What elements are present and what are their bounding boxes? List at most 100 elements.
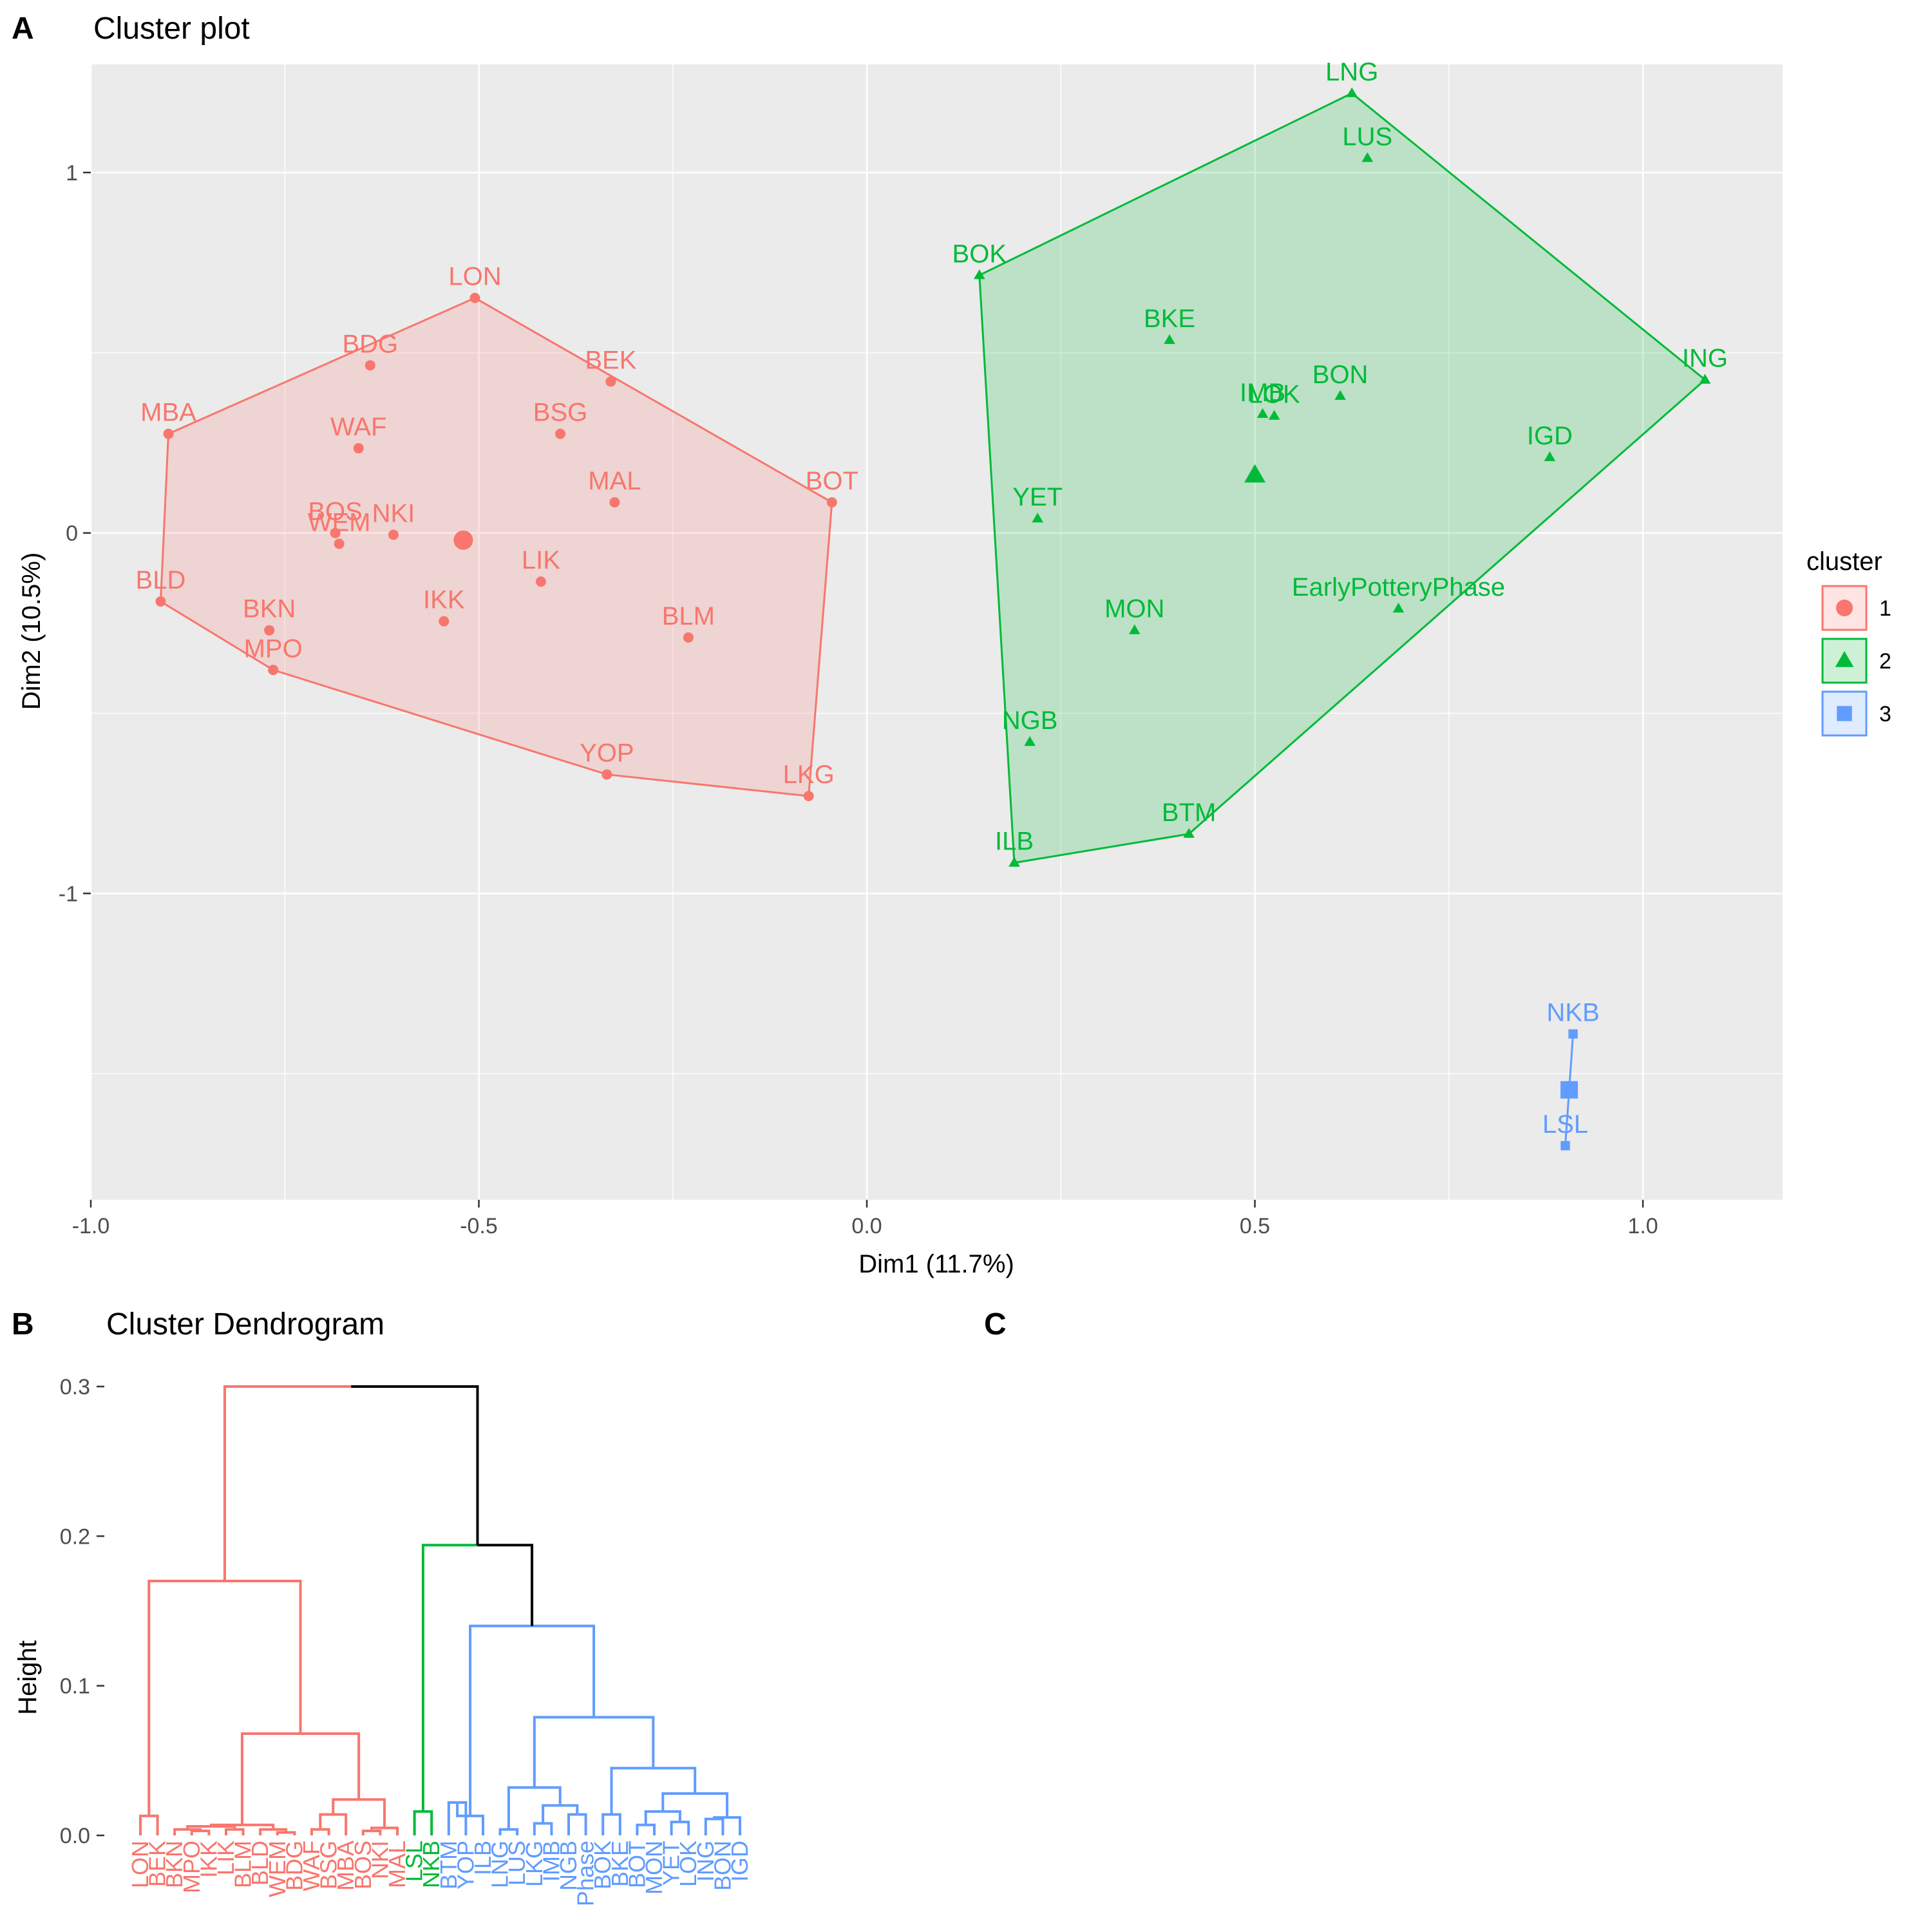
cluster-2-hull — [978, 92, 1707, 864]
branch-30-left — [533, 1716, 594, 1788]
point-wem — [334, 538, 345, 549]
label-bke: BKE — [1144, 305, 1195, 333]
leaf-lsl: LSL — [401, 1841, 428, 1882]
point-mba — [163, 428, 174, 439]
branch-32-right — [300, 1732, 361, 1800]
branch-17-right — [508, 1828, 519, 1835]
point-imb — [1256, 408, 1269, 418]
leaf-lkg: LKG — [521, 1841, 547, 1887]
label-lik: LIK — [522, 546, 560, 574]
point-ing — [1699, 374, 1711, 384]
point-bdg — [365, 360, 375, 371]
dendrogram-leaf-labels: LONBEKBKNMPOIKKLIKBLMBLDWEMBDGWAFBSGMBAB… — [127, 1841, 753, 1906]
label-lng: LNG — [1325, 58, 1378, 86]
branch-5-right — [211, 1825, 236, 1830]
leaf-lus: LUS — [504, 1841, 530, 1886]
branch-29-right — [653, 1766, 697, 1794]
branch-21-right — [534, 1786, 562, 1806]
label-btm: BTM — [1162, 799, 1216, 827]
cluster-dendrogram: 0.00.10.20.3 Height LONBEKBKNMPOIKKLIKBL… — [14, 1375, 753, 1906]
panel-a-letter: A — [12, 12, 34, 46]
branch-11-right — [372, 1830, 382, 1835]
branch-17-left — [498, 1828, 509, 1835]
leaf-ilb: ILB — [469, 1841, 496, 1875]
cluster-hulls — [159, 92, 1707, 1146]
point-earlypotteryphase — [1392, 602, 1405, 613]
label-waf: WAF — [330, 413, 386, 441]
point-bke — [1164, 334, 1175, 345]
x-tick-label: -0.5 — [460, 1214, 498, 1238]
branch-9-right — [320, 1828, 330, 1835]
y-tick-label: 0 — [66, 522, 78, 546]
label-bsg: BSG — [533, 399, 587, 427]
leaf-wem: WEM — [264, 1841, 290, 1897]
point-bld — [155, 596, 166, 607]
label-yop: YOP — [580, 739, 634, 768]
branch-25-left — [644, 1810, 663, 1825]
branch-35-right — [351, 1385, 479, 1546]
label-lon: LON — [448, 263, 501, 291]
branch-30-right — [594, 1716, 655, 1768]
point-yet — [1032, 513, 1043, 523]
leaf-ikk: IKK — [195, 1841, 222, 1878]
label-lus: LUS — [1342, 123, 1392, 151]
label-imb: IMB — [1240, 379, 1285, 407]
plot-a-gridlines — [90, 64, 1783, 1200]
leaf-mon: MON — [641, 1841, 667, 1895]
panel-b-letter: B — [12, 1307, 34, 1341]
branch-1-left — [139, 1814, 149, 1835]
branch-32-left — [240, 1732, 301, 1825]
point-igd — [1544, 451, 1556, 462]
panel-c-letter: C — [984, 1307, 1007, 1341]
branch-7-left — [259, 1828, 274, 1835]
branch-18-left — [533, 1822, 544, 1835]
point-lon — [469, 292, 480, 303]
leaf-bld: BLD — [247, 1841, 273, 1886]
leaf-waf: WAF — [298, 1841, 325, 1891]
leaf-bdg: BDG — [281, 1841, 307, 1891]
leaf-bsg: BSG — [316, 1841, 342, 1889]
label-ngb: NGB — [1002, 706, 1058, 735]
leaf-bek: BEK — [144, 1841, 171, 1887]
cluster-centroids — [453, 464, 1578, 1099]
branch-34-right — [477, 1544, 534, 1626]
branch-31-right — [532, 1624, 596, 1718]
cluster-legend: cluster 1 2 3 — [1806, 547, 1891, 737]
label-bos: BOS — [308, 498, 362, 526]
legend-label-3: 3 — [1879, 702, 1891, 726]
branch-5-left — [186, 1825, 211, 1830]
branch-24-left — [670, 1821, 680, 1835]
leaf-nki: NKI — [366, 1841, 393, 1879]
branch-14-right — [422, 1810, 433, 1835]
branch-22-left — [601, 1813, 612, 1835]
legend-marker-1 — [1836, 600, 1853, 616]
branch-26-right — [714, 1817, 724, 1835]
legend-label-2: 2 — [1879, 649, 1891, 674]
branch-10-left — [333, 1813, 348, 1835]
branch-21-left — [507, 1786, 535, 1830]
point-lok — [1268, 410, 1280, 420]
point-lus — [1361, 152, 1374, 162]
point-waf — [353, 443, 364, 454]
branch-11-left — [361, 1830, 372, 1835]
branch-33-right — [224, 1580, 302, 1734]
branch-28-left — [661, 1792, 696, 1812]
branch-22-right — [611, 1813, 621, 1835]
label-yet: YET — [1012, 483, 1063, 511]
point-ngb — [1024, 736, 1036, 746]
point-bek — [605, 376, 616, 387]
branch-10-right — [319, 1813, 334, 1830]
branch-19-right — [577, 1813, 587, 1835]
label-bek: BEK — [585, 346, 636, 375]
leaf-bkn: BKN — [161, 1841, 187, 1888]
branch-35-left — [223, 1385, 352, 1582]
point-ikk — [439, 616, 450, 627]
branch-4-left — [225, 1828, 235, 1835]
branch-23-left — [636, 1823, 646, 1835]
x-tick-label: 0.5 — [1240, 1214, 1270, 1238]
label-lkg: LKG — [783, 761, 835, 789]
cluster-1-hull — [159, 296, 833, 797]
branch-18-right — [543, 1822, 553, 1835]
point-bos — [330, 527, 341, 538]
leaf-bos: BOS — [350, 1841, 376, 1889]
